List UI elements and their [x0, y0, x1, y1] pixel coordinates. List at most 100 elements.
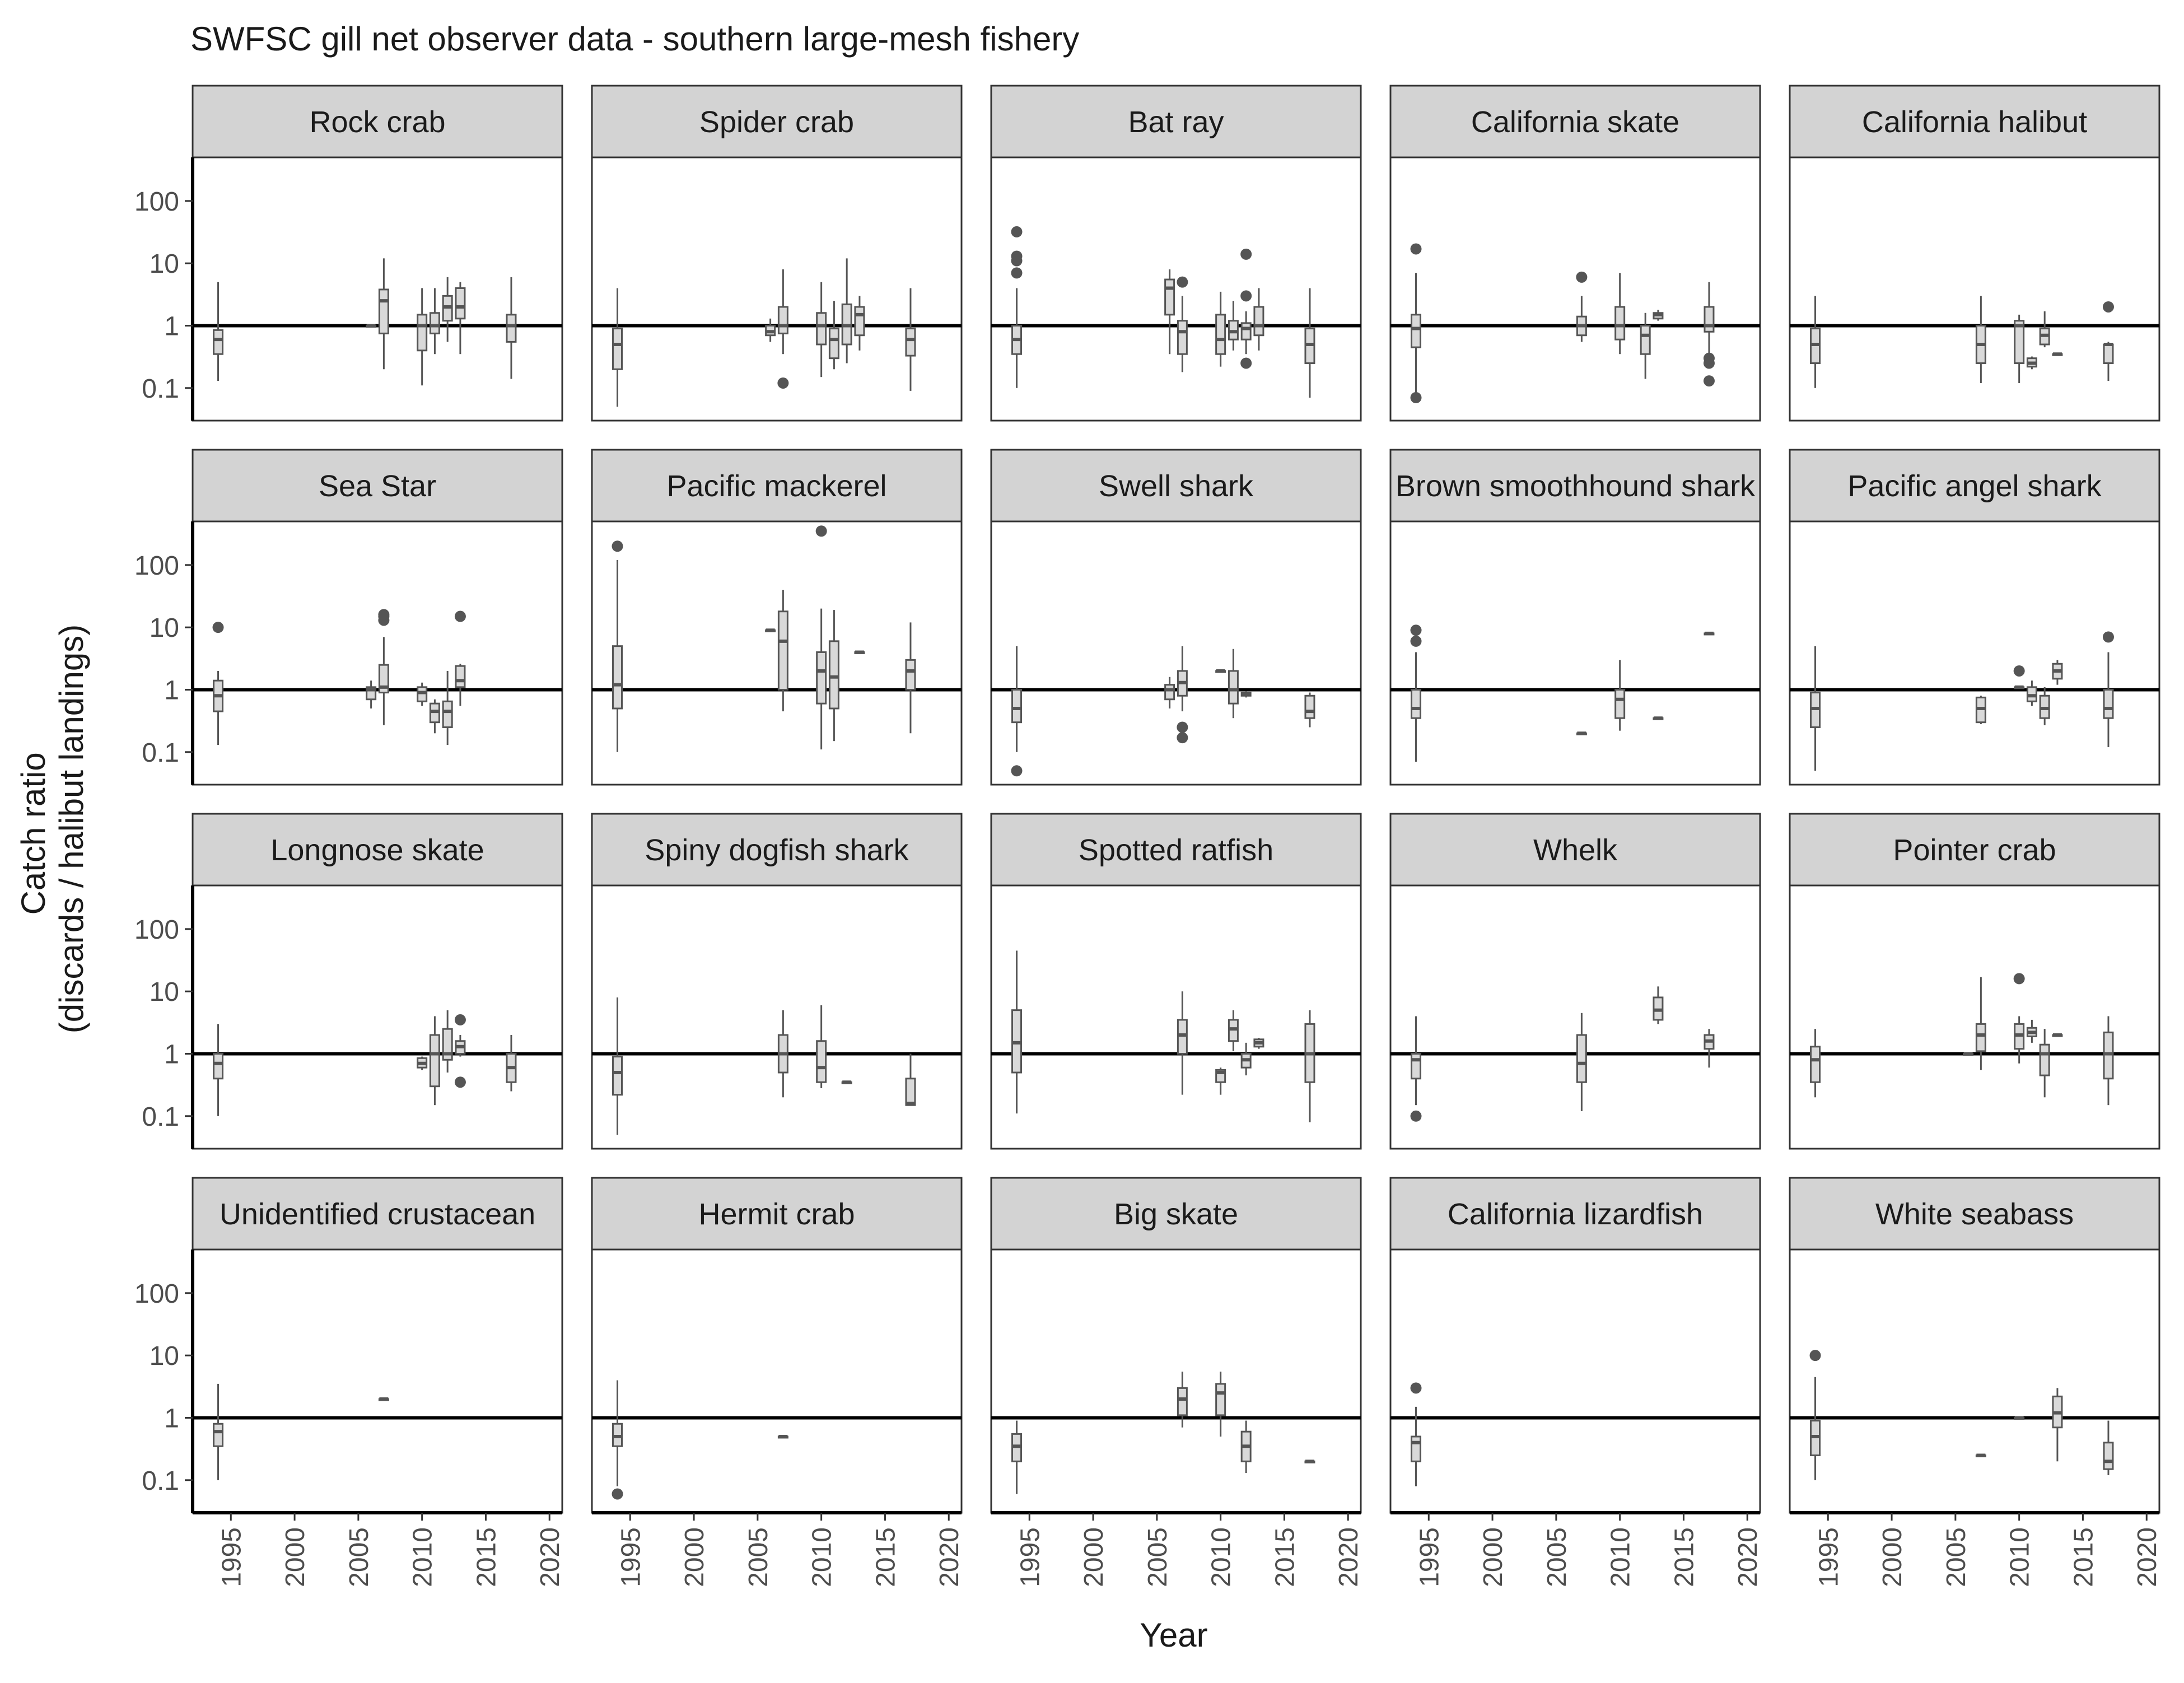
outlier-point [1177, 276, 1188, 288]
box-plot [1240, 1420, 1252, 1474]
facet-strip [1789, 813, 2160, 887]
box-plot [1304, 1460, 1315, 1463]
box-iqr [816, 1040, 827, 1083]
box-plot [1975, 696, 1986, 725]
outlier-point [1410, 392, 1422, 404]
box-plot [429, 1016, 440, 1106]
outlier-point [1011, 267, 1023, 279]
box-plot [1011, 1420, 1023, 1494]
outlier-point [1011, 250, 1023, 262]
box-plot [1576, 731, 1587, 735]
facet-strip-label: Pacific angel shark [1847, 469, 2102, 503]
box-iqr [2103, 1031, 2114, 1080]
outlier-point [1410, 624, 1422, 636]
facet-strip [1789, 449, 2160, 523]
box-iqr [854, 306, 865, 337]
y-tick-label: 0.1 [142, 738, 179, 768]
box-iqr [1640, 324, 1651, 355]
outlier-point [612, 1488, 623, 1500]
facet-strip [1389, 813, 1761, 887]
box-plot [2014, 314, 2025, 383]
box-plot [612, 997, 623, 1135]
box-iqr [816, 651, 827, 705]
facet-strip-label: Brown smoothhound shark [1396, 469, 1756, 503]
facet-plot-area [1389, 884, 1761, 1150]
box-plot [1704, 631, 1715, 636]
box-iqr [455, 665, 466, 688]
box-iqr [1975, 1023, 1986, 1052]
facet-panel: White seabass 1995 2000 2005 2010 2015 2020 [1789, 1177, 2162, 1587]
box-iqr [213, 329, 224, 355]
box-iqr [1304, 694, 1315, 719]
box-iqr [429, 1034, 440, 1088]
facet-strip [591, 449, 963, 523]
box-plot [1576, 1013, 1587, 1111]
box-iqr [1011, 688, 1023, 724]
facet-panel: California skate [1389, 85, 1761, 422]
facet-strip-label: Rock crab [309, 105, 445, 139]
facet-strip [192, 85, 563, 158]
outlier-point [1809, 1350, 1821, 1362]
outlier-point [1240, 357, 1252, 369]
facet-strip-label: Spider crab [699, 105, 854, 139]
box-plot [212, 622, 224, 745]
outlier-point [777, 377, 789, 389]
box-plot [1410, 624, 1422, 762]
box-plot [815, 525, 827, 750]
box-iqr [417, 314, 428, 352]
box-iqr [2103, 1442, 2114, 1470]
facet-panel: Pointer crab [1789, 813, 2160, 1150]
box-iqr [905, 659, 916, 691]
box-plot [366, 324, 377, 328]
box-iqr [1215, 314, 1226, 355]
facet-plot-area [1789, 884, 2160, 1150]
box-plot [378, 258, 389, 370]
box-plot [2026, 680, 2037, 706]
facet-strip [990, 813, 1362, 887]
facet-strip-label: Whelk [1533, 833, 1618, 867]
box-plot [2013, 973, 2025, 1064]
box-iqr [612, 1056, 623, 1096]
facet-strip-label: Pacific mackerel [666, 469, 886, 503]
outlier-point [612, 540, 623, 552]
box-iqr [417, 686, 428, 702]
facet-strip-label: Unidentified crustacean [220, 1197, 535, 1231]
box-plot [442, 1010, 453, 1073]
x-tick-label: 2010 [2005, 1527, 2035, 1587]
facet-panel: Unidentified crustacean 0.1 1 10 100 1995 2000… [134, 1177, 565, 1587]
box-plot [1304, 288, 1315, 398]
box-plot [905, 622, 916, 734]
box-plot [213, 1024, 224, 1116]
box-plot [765, 628, 776, 632]
box-plot [1228, 1010, 1239, 1051]
facet-strip-label: California halibut [1862, 105, 2087, 139]
outlier-point [454, 610, 466, 622]
x-axis-title: Year [1140, 1616, 1207, 1654]
facet-panel: Whelk [1389, 813, 1761, 1150]
facet-panel: Swell shark [990, 449, 1362, 786]
box-plot [378, 1397, 389, 1401]
outlier-point [2013, 665, 2025, 677]
box-iqr [1411, 314, 1422, 348]
facet-strip-label: White seabass [1875, 1197, 2074, 1231]
box-iqr [213, 1052, 224, 1080]
box-iqr [612, 328, 623, 370]
facet-plot-area [1389, 520, 1761, 786]
x-tick-label: 2015 [2069, 1527, 2098, 1587]
box-iqr [1411, 1052, 1422, 1080]
box-plot [378, 609, 390, 725]
box-iqr [1240, 322, 1252, 341]
box-plot [1215, 1372, 1226, 1437]
x-tick-label: 1995 [1814, 1527, 1844, 1587]
box-plot [1975, 1453, 1986, 1457]
box-iqr [816, 312, 827, 346]
box-plot [1253, 288, 1264, 351]
box-plot [1253, 1038, 1264, 1049]
y-axis-title-line-2: (discards / halibut landings) [53, 624, 90, 1033]
facet-strip [990, 1177, 1362, 1251]
box-plot [612, 1380, 623, 1500]
outlier-point [1177, 732, 1188, 744]
box-plot [2014, 1416, 2025, 1420]
outlier-point [1011, 226, 1023, 237]
box-plot [1215, 291, 1226, 367]
